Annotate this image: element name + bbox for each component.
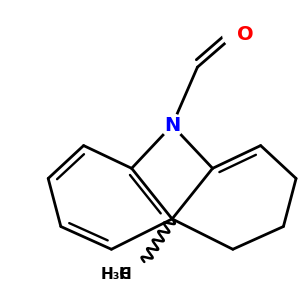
Circle shape — [161, 114, 184, 137]
Text: H₃C: H₃C — [101, 267, 132, 282]
Circle shape — [223, 22, 248, 47]
Text: N: N — [164, 116, 180, 135]
Text: O: O — [237, 25, 254, 44]
Text: H: H — [119, 267, 132, 282]
